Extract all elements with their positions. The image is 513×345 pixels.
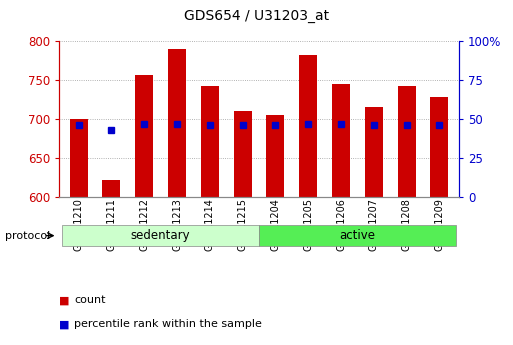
FancyBboxPatch shape	[62, 225, 259, 246]
Text: ■: ■	[59, 319, 69, 329]
Bar	[201, 87, 219, 197]
Bar	[365, 107, 383, 197]
Text: sedentary: sedentary	[131, 229, 190, 242]
Text: percentile rank within the sample: percentile rank within the sample	[74, 319, 262, 329]
Text: count: count	[74, 295, 106, 305]
Bar	[430, 97, 448, 197]
Bar	[103, 180, 121, 197]
Text: GDS654 / U31203_at: GDS654 / U31203_at	[184, 9, 329, 23]
Text: active: active	[340, 229, 376, 242]
Bar	[168, 49, 186, 197]
Bar	[398, 86, 416, 197]
Bar	[135, 75, 153, 197]
Bar	[70, 119, 88, 197]
Bar	[266, 115, 285, 197]
Text: ■: ■	[59, 295, 69, 305]
Bar	[332, 84, 350, 197]
Text: protocol: protocol	[5, 231, 50, 240]
FancyBboxPatch shape	[259, 225, 456, 246]
Bar	[299, 55, 317, 197]
Bar	[233, 111, 252, 197]
